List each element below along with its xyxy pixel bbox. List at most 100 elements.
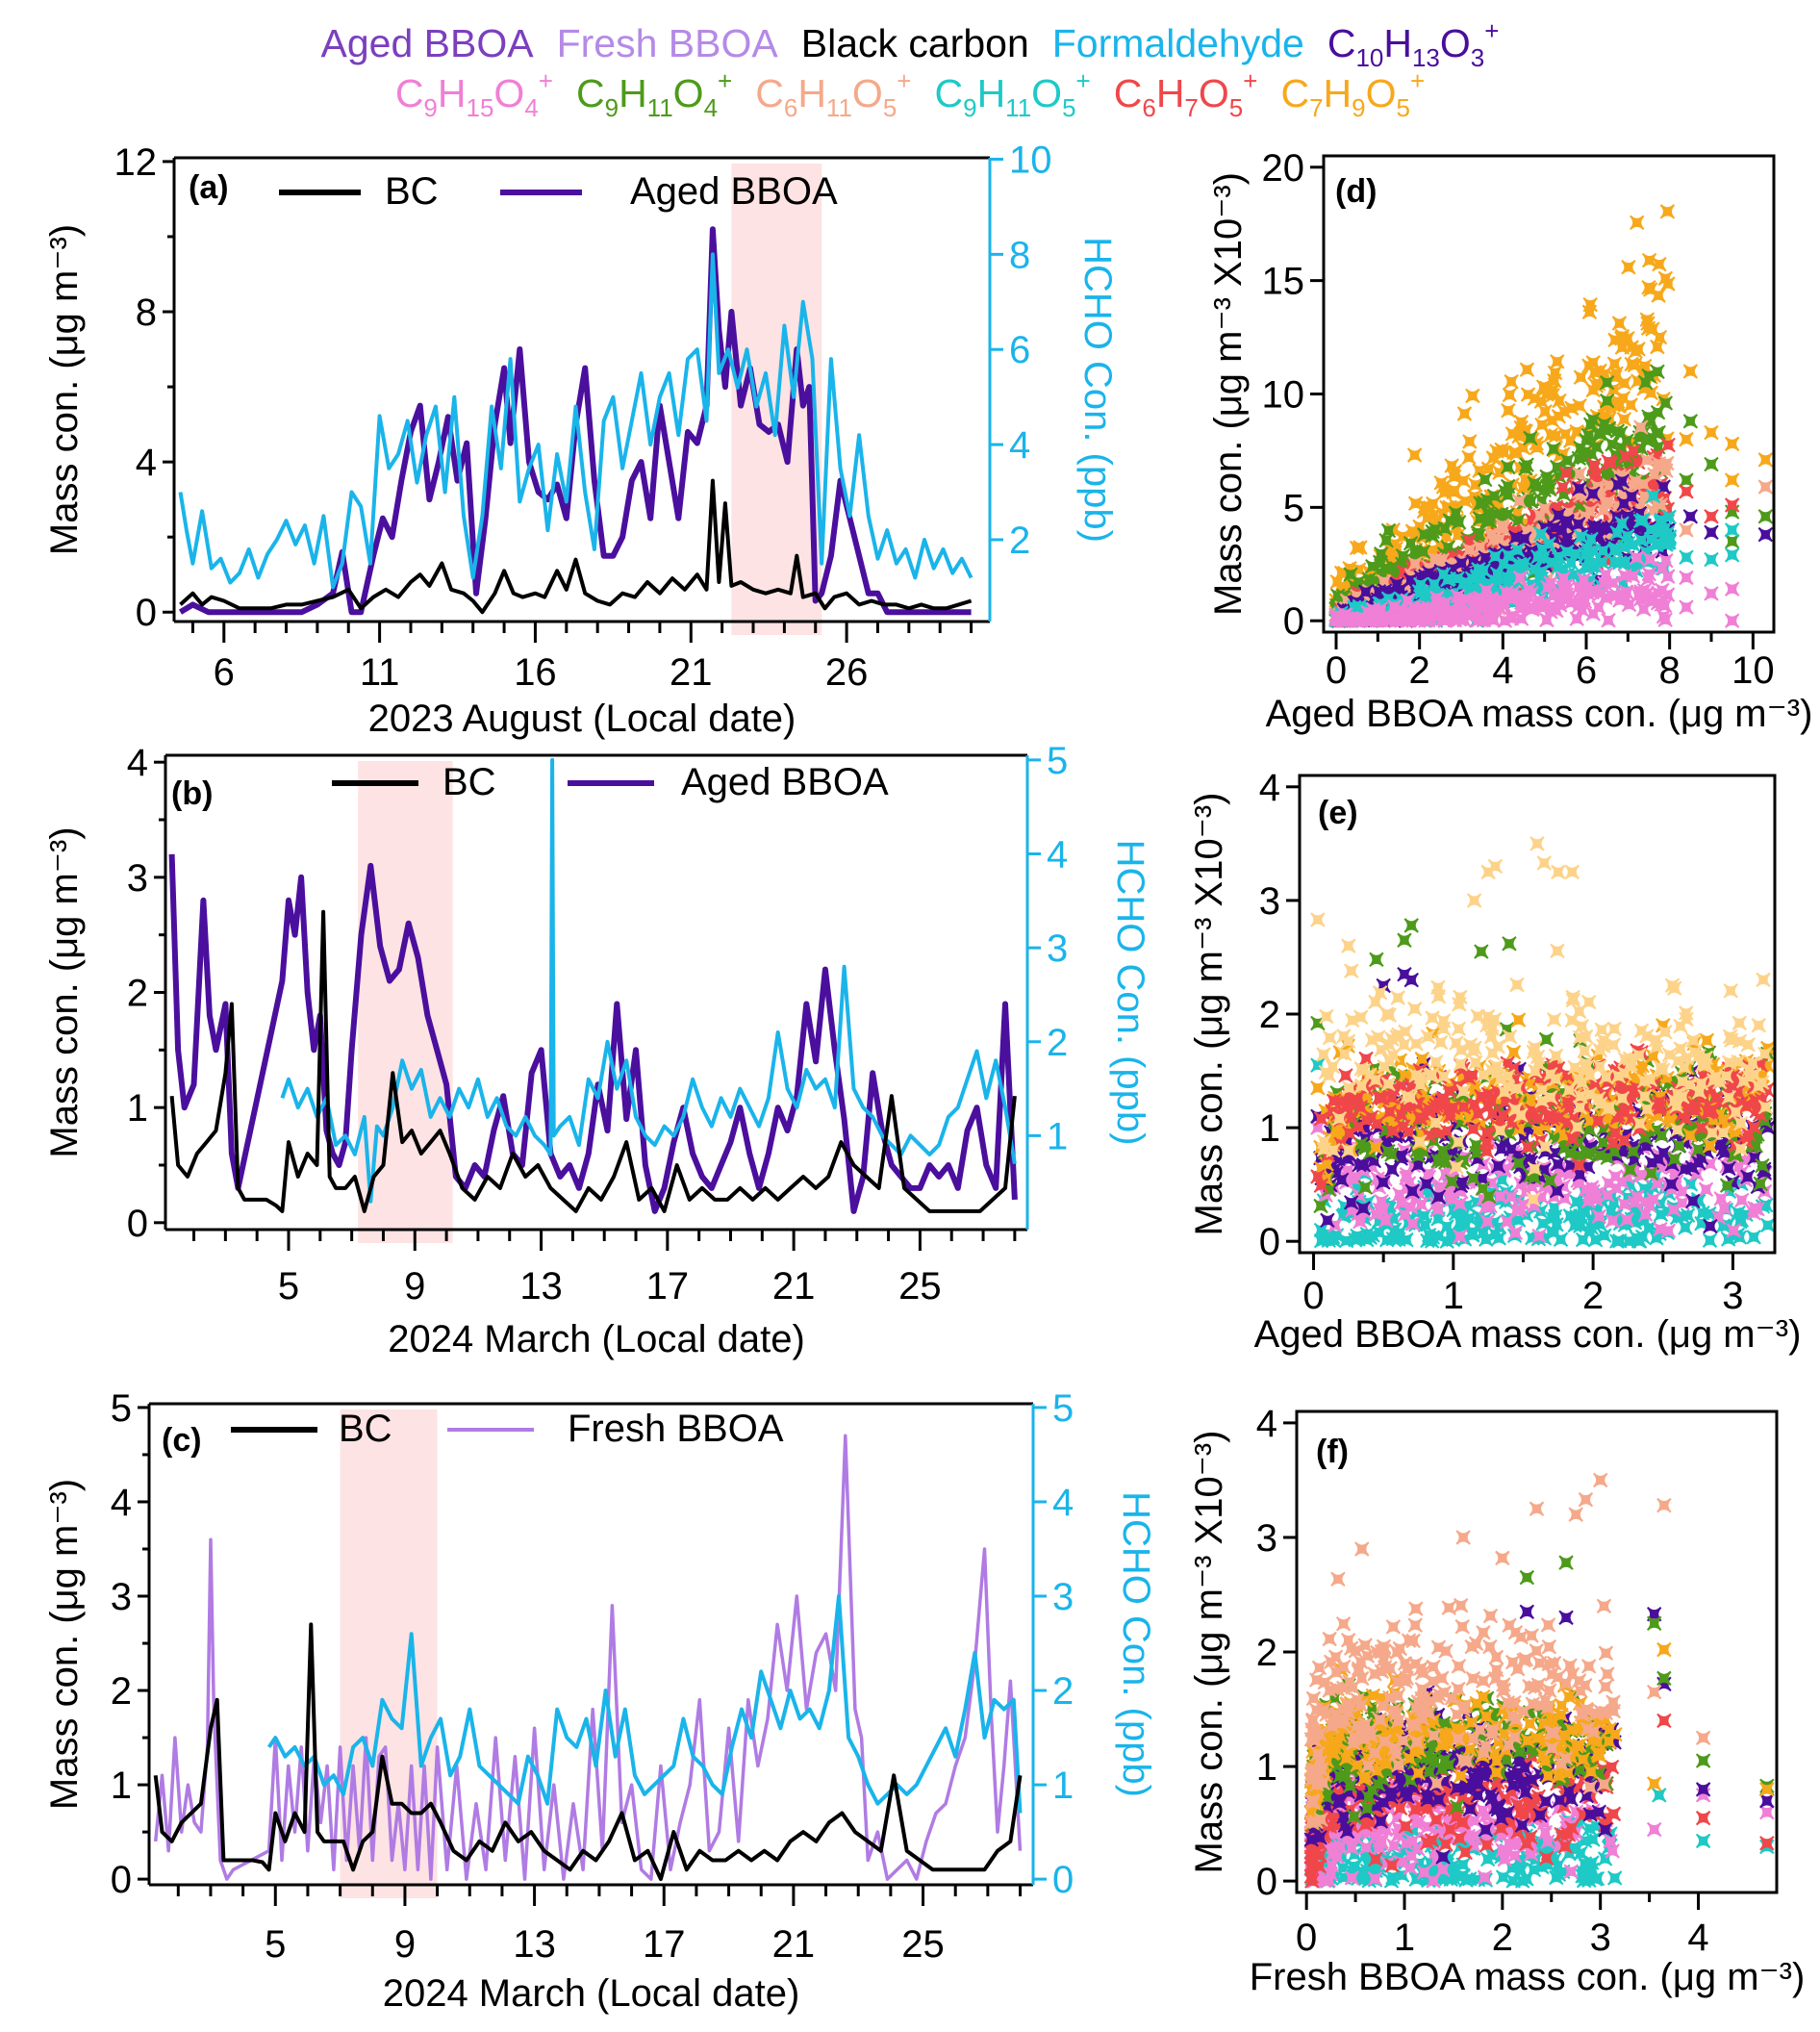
data-point bbox=[1505, 1873, 1521, 1889]
data-point bbox=[1494, 1141, 1509, 1156]
data-point bbox=[1724, 547, 1740, 563]
data-point bbox=[1679, 472, 1694, 488]
legend-label: Aged BBOA bbox=[630, 170, 838, 213]
data-point bbox=[1749, 1103, 1764, 1119]
data-point bbox=[1757, 452, 1774, 468]
data-point bbox=[1355, 1201, 1371, 1216]
data-point bbox=[1399, 1170, 1414, 1186]
data-point bbox=[1675, 1195, 1690, 1211]
data-point bbox=[1485, 450, 1502, 466]
data-point bbox=[1550, 354, 1565, 369]
data-point bbox=[1509, 977, 1525, 993]
data-point bbox=[1601, 612, 1616, 628]
x-tick-label: 2 bbox=[1582, 1275, 1604, 1317]
data-point bbox=[1564, 864, 1580, 880]
y-right-tick-label: 2 bbox=[1047, 1022, 1068, 1064]
data-point bbox=[1657, 1024, 1673, 1040]
legend-label: BC bbox=[385, 170, 439, 213]
y-tick-label: 4 bbox=[136, 442, 157, 484]
data-point bbox=[1548, 428, 1564, 444]
data-point bbox=[1616, 1132, 1632, 1148]
legend-label: BC bbox=[442, 761, 496, 803]
data-point bbox=[1368, 994, 1383, 1010]
data-point bbox=[1604, 1759, 1620, 1775]
data-point bbox=[1478, 1821, 1494, 1838]
data-point bbox=[1430, 979, 1446, 996]
legend-entry: Black carbon bbox=[800, 21, 1029, 65]
data-point bbox=[1607, 1125, 1623, 1141]
x-tick-label: 16 bbox=[514, 651, 557, 694]
x-tick-label: 21 bbox=[772, 1923, 816, 1966]
y-tick-label: 20 bbox=[1262, 147, 1305, 190]
y-tick-label: 0 bbox=[1283, 600, 1304, 643]
y-right-tick-label: 2 bbox=[1009, 520, 1030, 562]
data-point bbox=[1650, 585, 1666, 601]
data-point bbox=[1341, 1126, 1357, 1141]
data-point bbox=[1502, 387, 1518, 403]
data-point bbox=[1532, 1808, 1548, 1823]
series-line-aged bbox=[178, 226, 972, 616]
data-point bbox=[1591, 1091, 1606, 1106]
panel-label: (a) bbox=[189, 169, 229, 206]
y-tick-label: 3 bbox=[1259, 880, 1280, 923]
data-point bbox=[1421, 613, 1436, 628]
y-axis-title: Mass con. (μg m⁻³) bbox=[43, 224, 86, 555]
data-point bbox=[1678, 1220, 1693, 1235]
data-point bbox=[1759, 1217, 1775, 1233]
data-point bbox=[1704, 551, 1719, 568]
data-point bbox=[1373, 1814, 1389, 1829]
y-axis-title: Mass con. (μg m⁻³) bbox=[43, 1479, 86, 1810]
y-tick-label: 2 bbox=[127, 973, 148, 1015]
data-point bbox=[1451, 597, 1466, 613]
data-point bbox=[1455, 1857, 1471, 1872]
data-point bbox=[1646, 1821, 1662, 1838]
data-point bbox=[1346, 1096, 1362, 1111]
data-point bbox=[1636, 601, 1652, 617]
data-point bbox=[1319, 1008, 1334, 1025]
data-point bbox=[1554, 1826, 1569, 1842]
data-point bbox=[1591, 599, 1606, 616]
data-point bbox=[1374, 1834, 1389, 1849]
x-tick-label: 2 bbox=[1409, 649, 1430, 692]
data-point bbox=[1581, 1820, 1598, 1837]
data-point bbox=[1435, 1093, 1451, 1108]
data-point bbox=[1465, 388, 1480, 404]
legend-entry: Aged BBOA bbox=[320, 21, 534, 65]
data-point bbox=[1623, 397, 1638, 413]
figure-legend-row-1: Aged BBOA Fresh BBOA Black carbon Formaldeh… bbox=[0, 18, 1820, 70]
series-line-bc bbox=[169, 909, 1017, 1213]
y-tick-label: 4 bbox=[1259, 767, 1280, 809]
data-point bbox=[1741, 1069, 1757, 1085]
y-tick-label: 3 bbox=[111, 1576, 132, 1618]
data-point bbox=[1482, 1787, 1499, 1802]
data-point bbox=[1679, 431, 1694, 447]
data-point bbox=[1652, 1788, 1667, 1803]
x-tick-label: 6 bbox=[1576, 649, 1597, 692]
data-point bbox=[1370, 1029, 1386, 1045]
data-point bbox=[1507, 1225, 1524, 1240]
data-point bbox=[1643, 521, 1658, 538]
series-line-bc bbox=[153, 1622, 1023, 1882]
data-point bbox=[1384, 1858, 1400, 1873]
data-point bbox=[1679, 570, 1694, 586]
y-tick-label: 1 bbox=[1259, 1107, 1280, 1150]
data-point bbox=[1584, 1855, 1600, 1870]
data-point bbox=[1501, 402, 1516, 419]
data-point bbox=[1378, 1212, 1394, 1229]
data-point bbox=[1345, 1012, 1360, 1029]
data-point bbox=[1702, 1232, 1718, 1248]
data-point bbox=[1403, 972, 1419, 988]
y-tick-label: 2 bbox=[111, 1670, 132, 1713]
data-point bbox=[1527, 1161, 1543, 1177]
data-point bbox=[1468, 1054, 1483, 1071]
data-point bbox=[1607, 332, 1623, 348]
data-point bbox=[1457, 494, 1473, 509]
y-tick-label: 12 bbox=[114, 141, 158, 184]
legend-label: Aged BBOA bbox=[681, 761, 889, 803]
data-point bbox=[1670, 1122, 1685, 1138]
data-point bbox=[1656, 1713, 1672, 1729]
data-point bbox=[1621, 259, 1636, 275]
